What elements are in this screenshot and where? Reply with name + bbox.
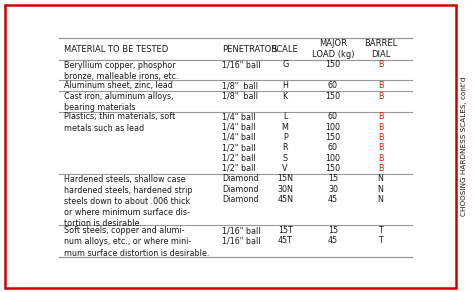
Text: SCALE: SCALE — [272, 45, 299, 54]
Text: N: N — [378, 174, 383, 183]
Text: 100: 100 — [326, 154, 340, 163]
Text: T: T — [378, 226, 383, 235]
Text: H: H — [282, 81, 288, 90]
Text: PENETRATOR: PENETRATOR — [222, 45, 277, 54]
Text: 45: 45 — [328, 237, 338, 246]
Text: N: N — [378, 195, 383, 204]
Text: 1/2" ball: 1/2" ball — [222, 164, 255, 173]
Text: B: B — [378, 133, 383, 142]
Text: Diamond: Diamond — [222, 195, 258, 204]
Text: N: N — [378, 185, 383, 194]
Text: 1/16" ball: 1/16" ball — [222, 226, 261, 235]
Text: 15: 15 — [328, 174, 338, 183]
Text: P: P — [283, 133, 288, 142]
Text: 100: 100 — [326, 123, 340, 132]
Text: 45: 45 — [328, 195, 338, 204]
Text: L: L — [283, 112, 287, 121]
Text: B: B — [378, 123, 383, 132]
Text: B: B — [378, 81, 383, 90]
Text: 30N: 30N — [277, 185, 293, 194]
Text: 1/4" ball: 1/4" ball — [222, 123, 255, 132]
Text: 1/16" ball: 1/16" ball — [222, 237, 261, 246]
Text: 150: 150 — [325, 133, 340, 142]
Text: Cast iron, aluminum alloys,
bearing materials: Cast iron, aluminum alloys, bearing mate… — [64, 92, 173, 112]
Text: B: B — [378, 164, 383, 173]
Text: Beryllium copper, phosphor
bronze, malleable irons, etc.: Beryllium copper, phosphor bronze, malle… — [64, 61, 179, 81]
Text: K: K — [283, 91, 288, 100]
Text: MATERIAL TO BE TESTED: MATERIAL TO BE TESTED — [64, 45, 168, 54]
Text: 15N: 15N — [277, 174, 293, 183]
Text: CHOOSING HARDNESS SCALES, cont'd: CHOOSING HARDNESS SCALES, cont'd — [461, 76, 466, 216]
Text: 150: 150 — [325, 60, 340, 69]
Text: Diamond: Diamond — [222, 185, 258, 194]
Text: 1/16" ball: 1/16" ball — [222, 60, 261, 69]
Text: 150: 150 — [325, 91, 340, 100]
Text: BARREL
DIAL: BARREL DIAL — [364, 39, 397, 59]
Text: Plastics; thin materials, soft
metals such as lead: Plastics; thin materials, soft metals su… — [64, 112, 175, 133]
Text: 15T: 15T — [278, 226, 292, 235]
Text: 1/4" ball: 1/4" ball — [222, 112, 255, 121]
Text: 30: 30 — [328, 185, 338, 194]
Text: M: M — [282, 123, 289, 132]
Text: 45N: 45N — [277, 195, 293, 204]
Text: B: B — [378, 154, 383, 163]
Text: V: V — [283, 164, 288, 173]
Text: Diamond: Diamond — [222, 174, 258, 183]
Text: R: R — [283, 143, 288, 152]
Text: Soft steels, copper and alumi-
num alloys, etc., or where mini-
mum surface dist: Soft steels, copper and alumi- num alloy… — [64, 226, 210, 258]
Text: 60: 60 — [328, 143, 338, 152]
Text: Aluminum sheet, zinc, lead: Aluminum sheet, zinc, lead — [64, 81, 173, 91]
Text: Hardened steels, shallow case
hardened steels, hardened strip
steels down to abo: Hardened steels, shallow case hardened s… — [64, 175, 192, 228]
Text: B: B — [378, 143, 383, 152]
Text: MAJOR
LOAD (kg): MAJOR LOAD (kg) — [312, 39, 354, 59]
Text: 150: 150 — [325, 164, 340, 173]
Text: 1/8"  ball: 1/8" ball — [222, 91, 258, 100]
Text: B: B — [378, 91, 383, 100]
Text: 1/2" ball: 1/2" ball — [222, 143, 255, 152]
Text: 1/2" ball: 1/2" ball — [222, 154, 255, 163]
Text: B: B — [378, 112, 383, 121]
Text: 60: 60 — [328, 112, 338, 121]
Text: G: G — [282, 60, 288, 69]
Text: 1/8"  ball: 1/8" ball — [222, 81, 258, 90]
Text: 60: 60 — [328, 81, 338, 90]
Text: 1/4" ball: 1/4" ball — [222, 133, 255, 142]
Text: 45T: 45T — [278, 237, 292, 246]
Text: 15: 15 — [328, 226, 338, 235]
Text: T: T — [378, 237, 383, 246]
Text: S: S — [283, 154, 288, 163]
Text: B: B — [378, 60, 383, 69]
